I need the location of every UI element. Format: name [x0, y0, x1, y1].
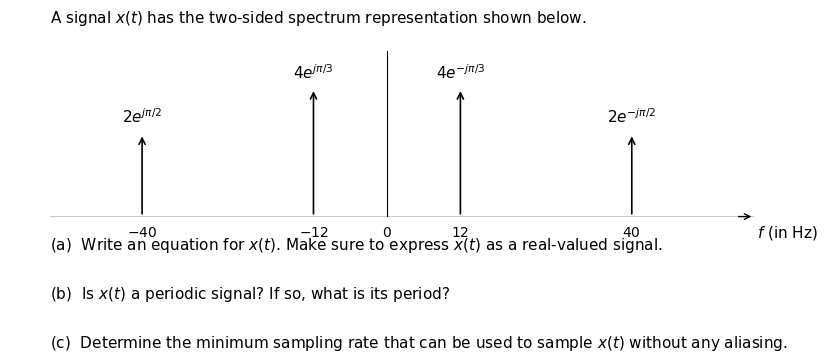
Text: $f$ (in Hz): $f$ (in Hz)	[758, 224, 818, 242]
Text: (a)  Write an equation for $x(t)$. Make sure to express $x(t)$ as a real-valued : (a) Write an equation for $x(t)$. Make s…	[50, 236, 663, 256]
Text: (c)  Determine the minimum sampling rate that can be used to sample $x(t)$ witho: (c) Determine the minimum sampling rate …	[50, 334, 788, 353]
Text: $2e^{j\pi/2}$: $2e^{j\pi/2}$	[122, 107, 163, 126]
Text: $2e^{-j\pi/2}$: $2e^{-j\pi/2}$	[608, 107, 656, 126]
Text: A signal $x(t)$ has the two-sided spectrum representation shown below.: A signal $x(t)$ has the two-sided spectr…	[50, 9, 587, 28]
Text: $4e^{-j\pi/3}$: $4e^{-j\pi/3}$	[436, 64, 485, 82]
Text: (b)  Is $x(t)$ a periodic signal? If so, what is its period?: (b) Is $x(t)$ a periodic signal? If so, …	[50, 285, 451, 304]
Text: $4e^{j\pi/3}$: $4e^{j\pi/3}$	[293, 64, 334, 82]
